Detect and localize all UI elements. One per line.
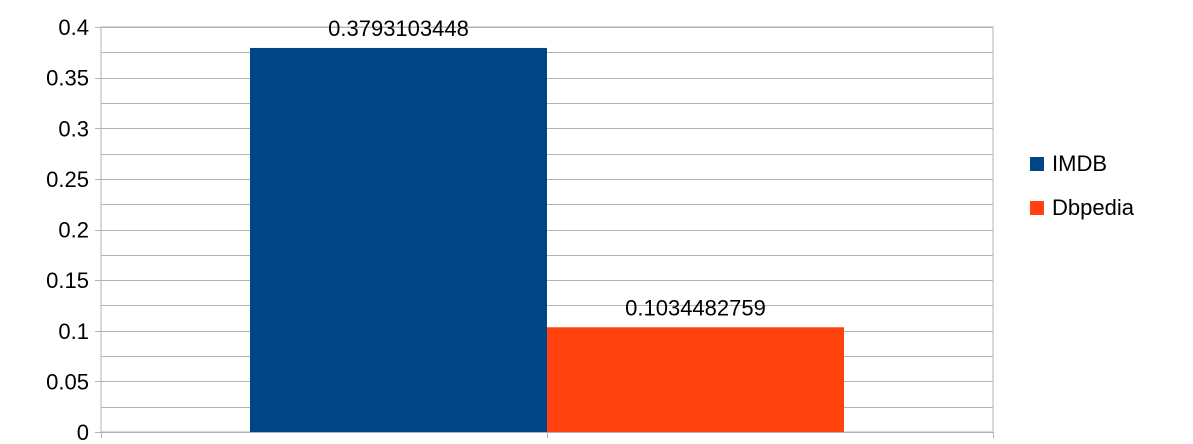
axes [95, 27, 994, 438]
bar-dbpedia [547, 327, 844, 432]
bar-imdb [250, 47, 547, 433]
y-tick-label: 0.2 [58, 218, 89, 243]
legend-swatch-dbpedia [1030, 201, 1044, 215]
y-tick-label: 0 [77, 420, 89, 444]
data-label-imdb: 0.3793103448 [328, 16, 469, 41]
y-tick-label: 0.4 [58, 15, 89, 40]
legend-label-imdb: IMDB [1052, 151, 1107, 176]
data-labels: 0.3793103448 0.1034482759 [328, 16, 766, 320]
bars [250, 47, 844, 433]
y-tick-labels: 0 0.05 0.1 0.15 0.2 0.25 0.3 0.35 0.4 [46, 15, 89, 444]
y-tick-label: 0.1 [58, 319, 89, 344]
y-tick-label: 0.35 [46, 66, 89, 91]
y-tick-label: 0.15 [46, 268, 89, 293]
y-tick-label: 0.25 [46, 167, 89, 192]
legend: IMDB Dbpedia [1030, 151, 1135, 220]
legend-swatch-imdb [1030, 157, 1044, 171]
data-label-dbpedia: 0.1034482759 [625, 295, 766, 320]
y-tick-label: 0.3 [58, 116, 89, 141]
legend-label-dbpedia: Dbpedia [1052, 195, 1135, 220]
y-tick-label: 0.05 [46, 369, 89, 394]
